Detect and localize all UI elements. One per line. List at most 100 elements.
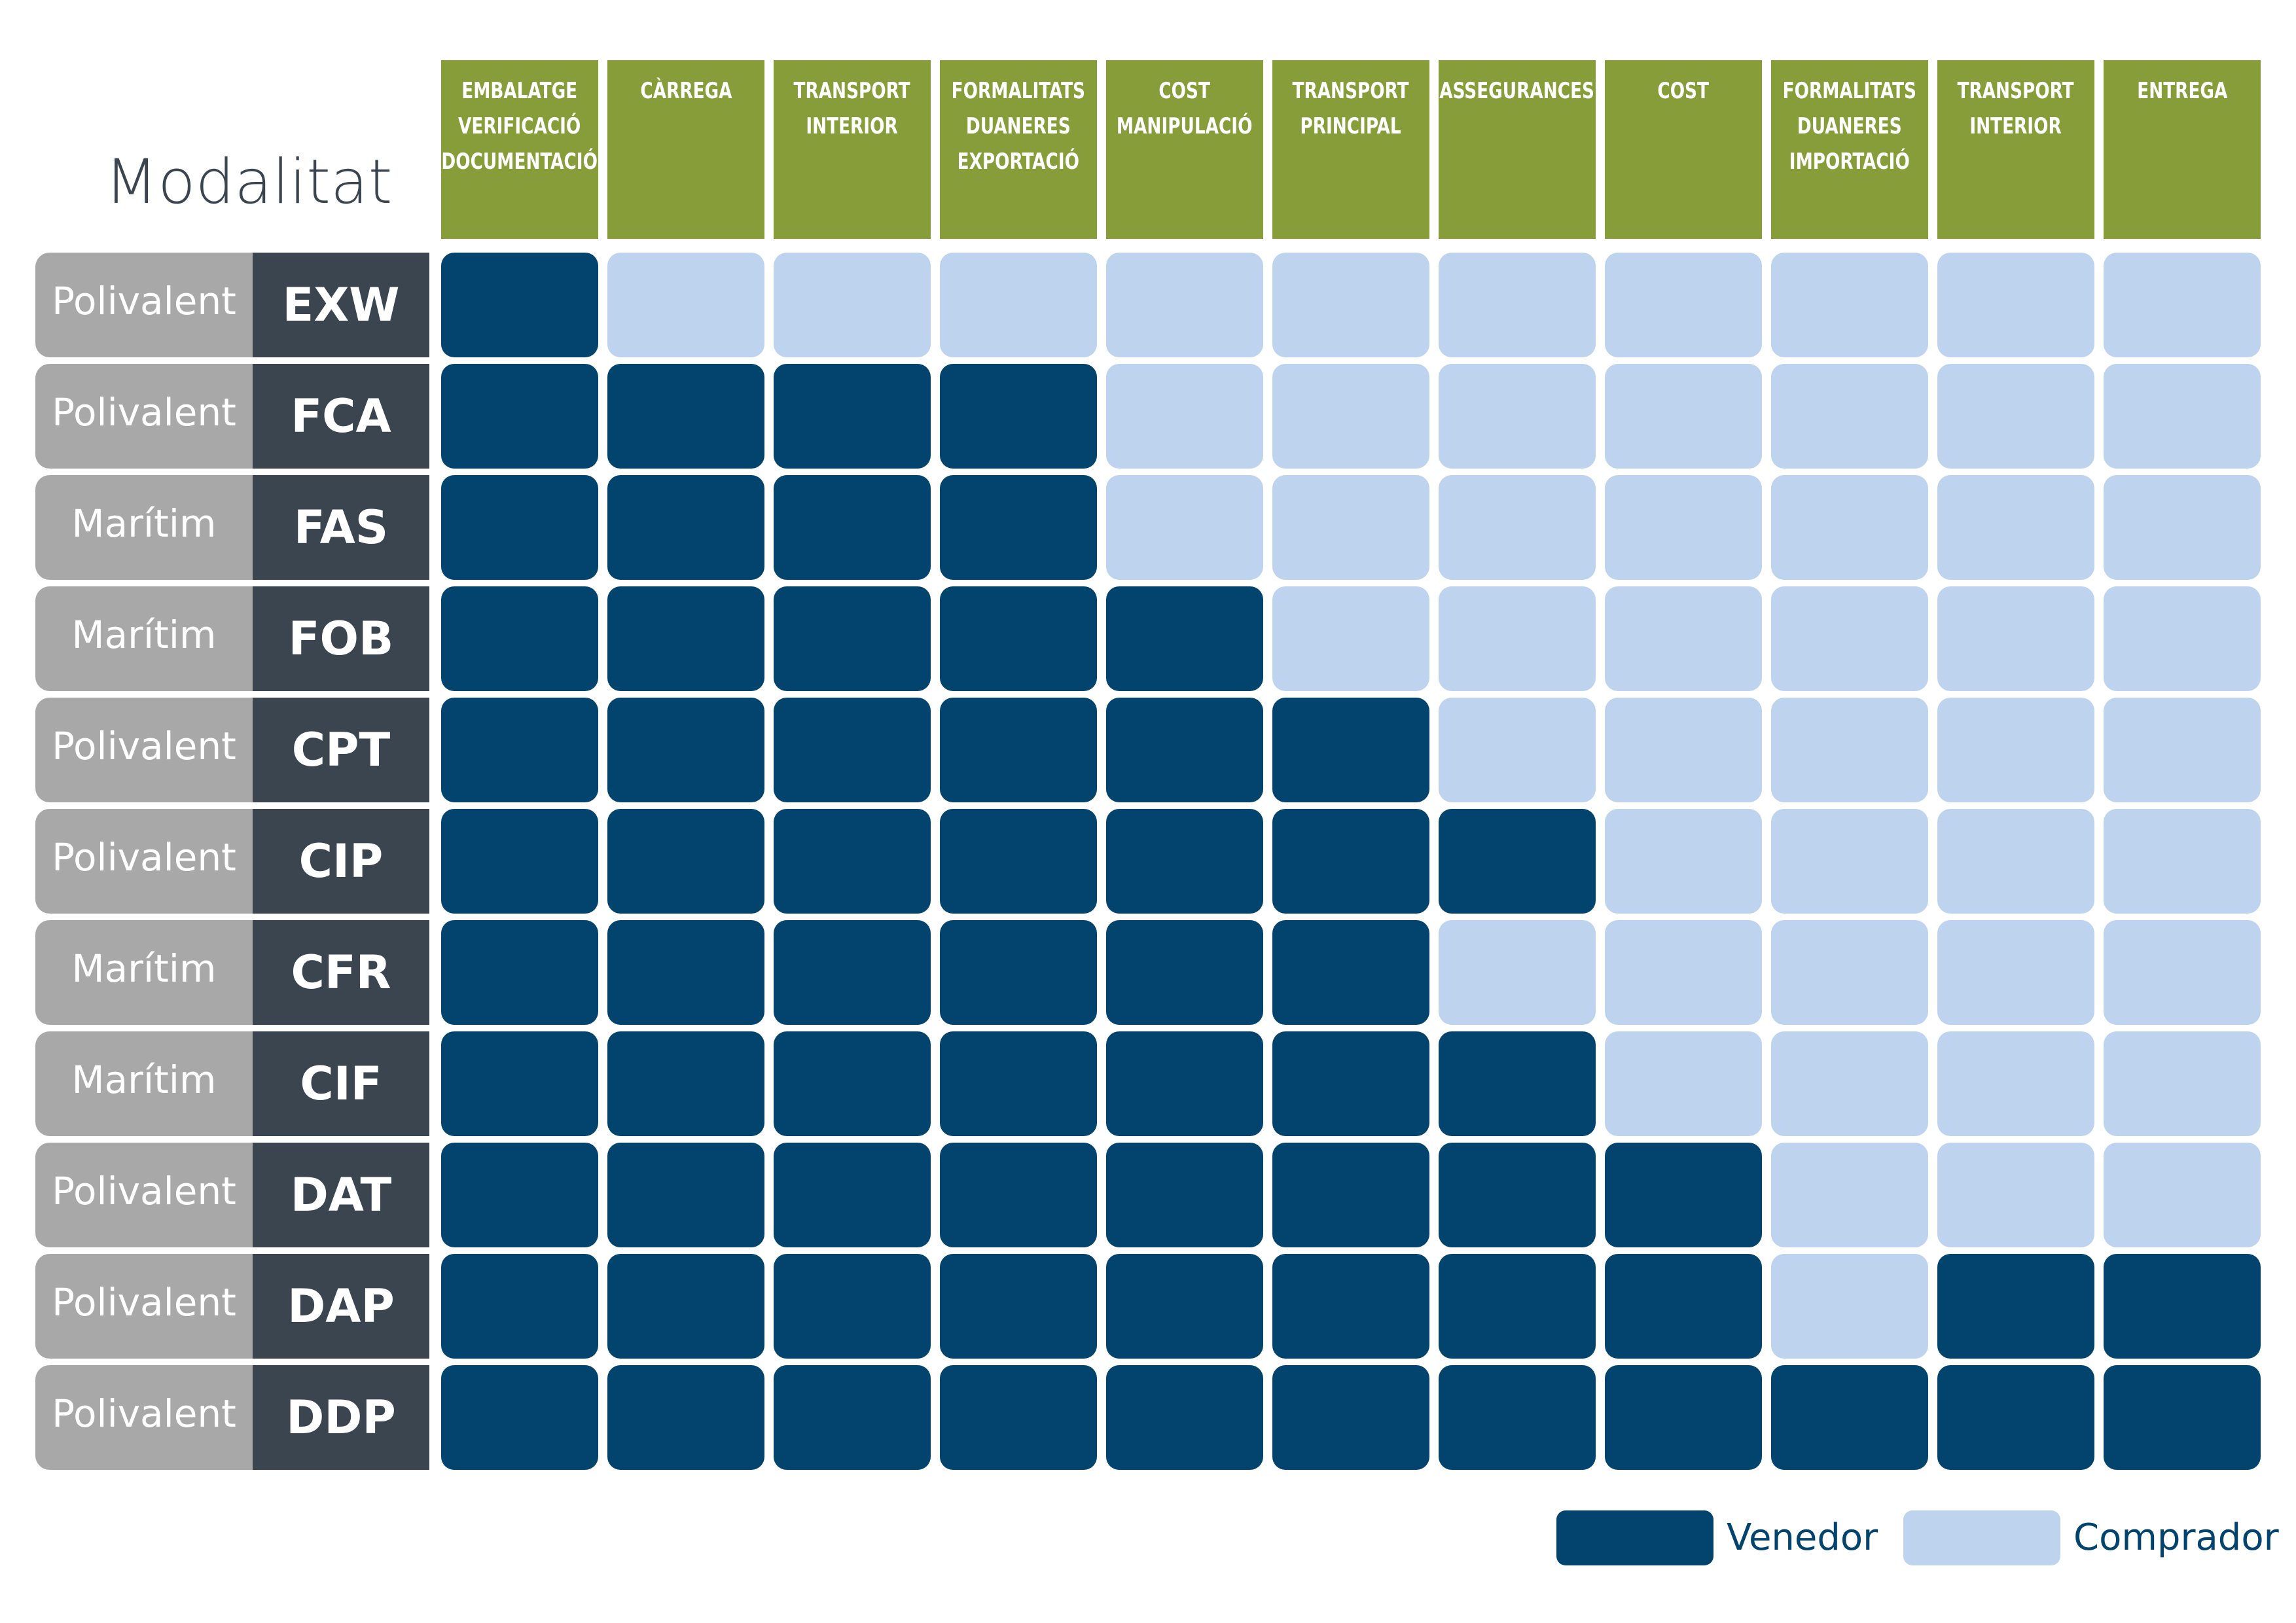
legend-label-comprador: Comprador — [2073, 1516, 2279, 1559]
cell-cfr-7-comprador — [1439, 920, 1596, 1025]
cell-cpt-9-comprador — [1771, 698, 1928, 802]
cell-fas-5-comprador — [1106, 475, 1263, 580]
cell-cip-9-comprador — [1771, 809, 1928, 914]
row-code-fca: FCA — [253, 364, 429, 469]
row-modalitat-dap: Polivalent — [35, 1254, 253, 1359]
cell-dat-10-comprador — [1937, 1143, 2094, 1247]
cell-cip-8-comprador — [1605, 809, 1762, 914]
cell-fas-9-comprador — [1771, 475, 1928, 580]
row-code-ddp: DDP — [253, 1365, 429, 1470]
cell-ddp-3-venedor — [774, 1365, 931, 1470]
row-modalitat-cfr: Marítim — [35, 920, 253, 1025]
cell-fas-11-comprador — [2104, 475, 2261, 580]
cell-ddp-5-venedor — [1106, 1365, 1263, 1470]
cell-fas-8-comprador — [1605, 475, 1762, 580]
row-code-fas: FAS — [253, 475, 429, 580]
cell-ddp-11-venedor — [2104, 1365, 2261, 1470]
cell-dat-6-venedor — [1272, 1143, 1429, 1247]
cell-dap-8-venedor — [1605, 1254, 1762, 1359]
cell-cip-5-venedor — [1106, 809, 1263, 914]
column-header-11: ENTREGA — [2104, 60, 2261, 239]
cell-cfr-4-venedor — [940, 920, 1097, 1025]
cell-cpt-6-venedor — [1272, 698, 1429, 802]
row-modalitat-fob: Marítim — [35, 586, 253, 691]
cell-fca-10-comprador — [1937, 364, 2094, 469]
cell-cfr-10-comprador — [1937, 920, 2094, 1025]
cell-ddp-1-venedor — [441, 1365, 598, 1470]
cell-exw-8-comprador — [1605, 253, 1762, 357]
cell-fca-11-comprador — [2104, 364, 2261, 469]
cell-fca-6-comprador — [1272, 364, 1429, 469]
row-code-cif: CIF — [253, 1031, 429, 1136]
cell-cip-4-venedor — [940, 809, 1097, 914]
cell-fca-2-venedor — [607, 364, 764, 469]
row-modalitat-fas: Marítim — [35, 475, 253, 580]
column-header-1: EMBALATGE VERIFICACIÓ DOCUMENTACIÓ — [441, 60, 598, 239]
cell-cif-10-comprador — [1937, 1031, 2094, 1136]
cell-cfr-11-comprador — [2104, 920, 2261, 1025]
cell-ddp-8-venedor — [1605, 1365, 1762, 1470]
cell-dap-2-venedor — [607, 1254, 764, 1359]
column-header-2: CÀRREGA — [607, 60, 764, 239]
cell-dat-8-venedor — [1605, 1143, 1762, 1247]
column-header-4: FORMALITATS DUANERES EXPORTACIÓ — [940, 60, 1097, 239]
row-modalitat-dat: Polivalent — [35, 1143, 253, 1247]
legend-swatch-venedor — [1556, 1510, 1713, 1565]
cell-fas-6-comprador — [1272, 475, 1429, 580]
cell-fca-3-venedor — [774, 364, 931, 469]
row-modalitat-fca: Polivalent — [35, 364, 253, 469]
row-code-fob: FOB — [253, 586, 429, 691]
cell-fob-11-comprador — [2104, 586, 2261, 691]
cell-cpt-10-comprador — [1937, 698, 2094, 802]
row-modalitat-cip: Polivalent — [35, 809, 253, 914]
cell-ddp-9-venedor — [1771, 1365, 1928, 1470]
cell-exw-7-comprador — [1439, 253, 1596, 357]
cell-fca-1-venedor — [441, 364, 598, 469]
cell-cfr-1-venedor — [441, 920, 598, 1025]
cell-cpt-2-venedor — [607, 698, 764, 802]
cell-ddp-7-venedor — [1439, 1365, 1596, 1470]
cell-fca-5-comprador — [1106, 364, 1263, 469]
cell-exw-3-comprador — [774, 253, 931, 357]
row-modalitat-exw: Polivalent — [35, 253, 253, 357]
cell-exw-9-comprador — [1771, 253, 1928, 357]
cell-cip-3-venedor — [774, 809, 931, 914]
cell-dat-1-venedor — [441, 1143, 598, 1247]
cell-cpt-5-venedor — [1106, 698, 1263, 802]
title-modalitat: Modalitat — [105, 147, 393, 218]
cell-dat-9-comprador — [1771, 1143, 1928, 1247]
cell-cif-3-venedor — [774, 1031, 931, 1136]
cell-cip-6-venedor — [1272, 809, 1429, 914]
cell-fas-4-venedor — [940, 475, 1097, 580]
cell-fob-10-comprador — [1937, 586, 2094, 691]
cell-dap-9-comprador — [1771, 1254, 1928, 1359]
cell-dap-11-venedor — [2104, 1254, 2261, 1359]
cell-cfr-5-venedor — [1106, 920, 1263, 1025]
legend-swatch-comprador — [1903, 1510, 2060, 1565]
cell-dat-11-comprador — [2104, 1143, 2261, 1247]
cell-cif-6-venedor — [1272, 1031, 1429, 1136]
cell-fob-1-venedor — [441, 586, 598, 691]
cell-dap-4-venedor — [940, 1254, 1097, 1359]
cell-fob-6-comprador — [1272, 586, 1429, 691]
cell-cip-7-venedor — [1439, 809, 1596, 914]
cell-fca-4-venedor — [940, 364, 1097, 469]
cell-exw-2-comprador — [607, 253, 764, 357]
cell-cfr-2-venedor — [607, 920, 764, 1025]
cell-dat-7-venedor — [1439, 1143, 1596, 1247]
cell-cpt-7-comprador — [1439, 698, 1596, 802]
cell-dat-5-venedor — [1106, 1143, 1263, 1247]
cell-fca-9-comprador — [1771, 364, 1928, 469]
cell-exw-5-comprador — [1106, 253, 1263, 357]
cell-dat-3-venedor — [774, 1143, 931, 1247]
row-code-dat: DAT — [253, 1143, 429, 1247]
column-header-3: TRANSPORT INTERIOR — [774, 60, 931, 239]
cell-cpt-3-venedor — [774, 698, 931, 802]
cell-dap-1-venedor — [441, 1254, 598, 1359]
cell-fas-2-venedor — [607, 475, 764, 580]
cell-ddp-10-venedor — [1937, 1365, 2094, 1470]
cell-fob-7-comprador — [1439, 586, 1596, 691]
cell-cfr-6-venedor — [1272, 920, 1429, 1025]
cell-fca-8-comprador — [1605, 364, 1762, 469]
